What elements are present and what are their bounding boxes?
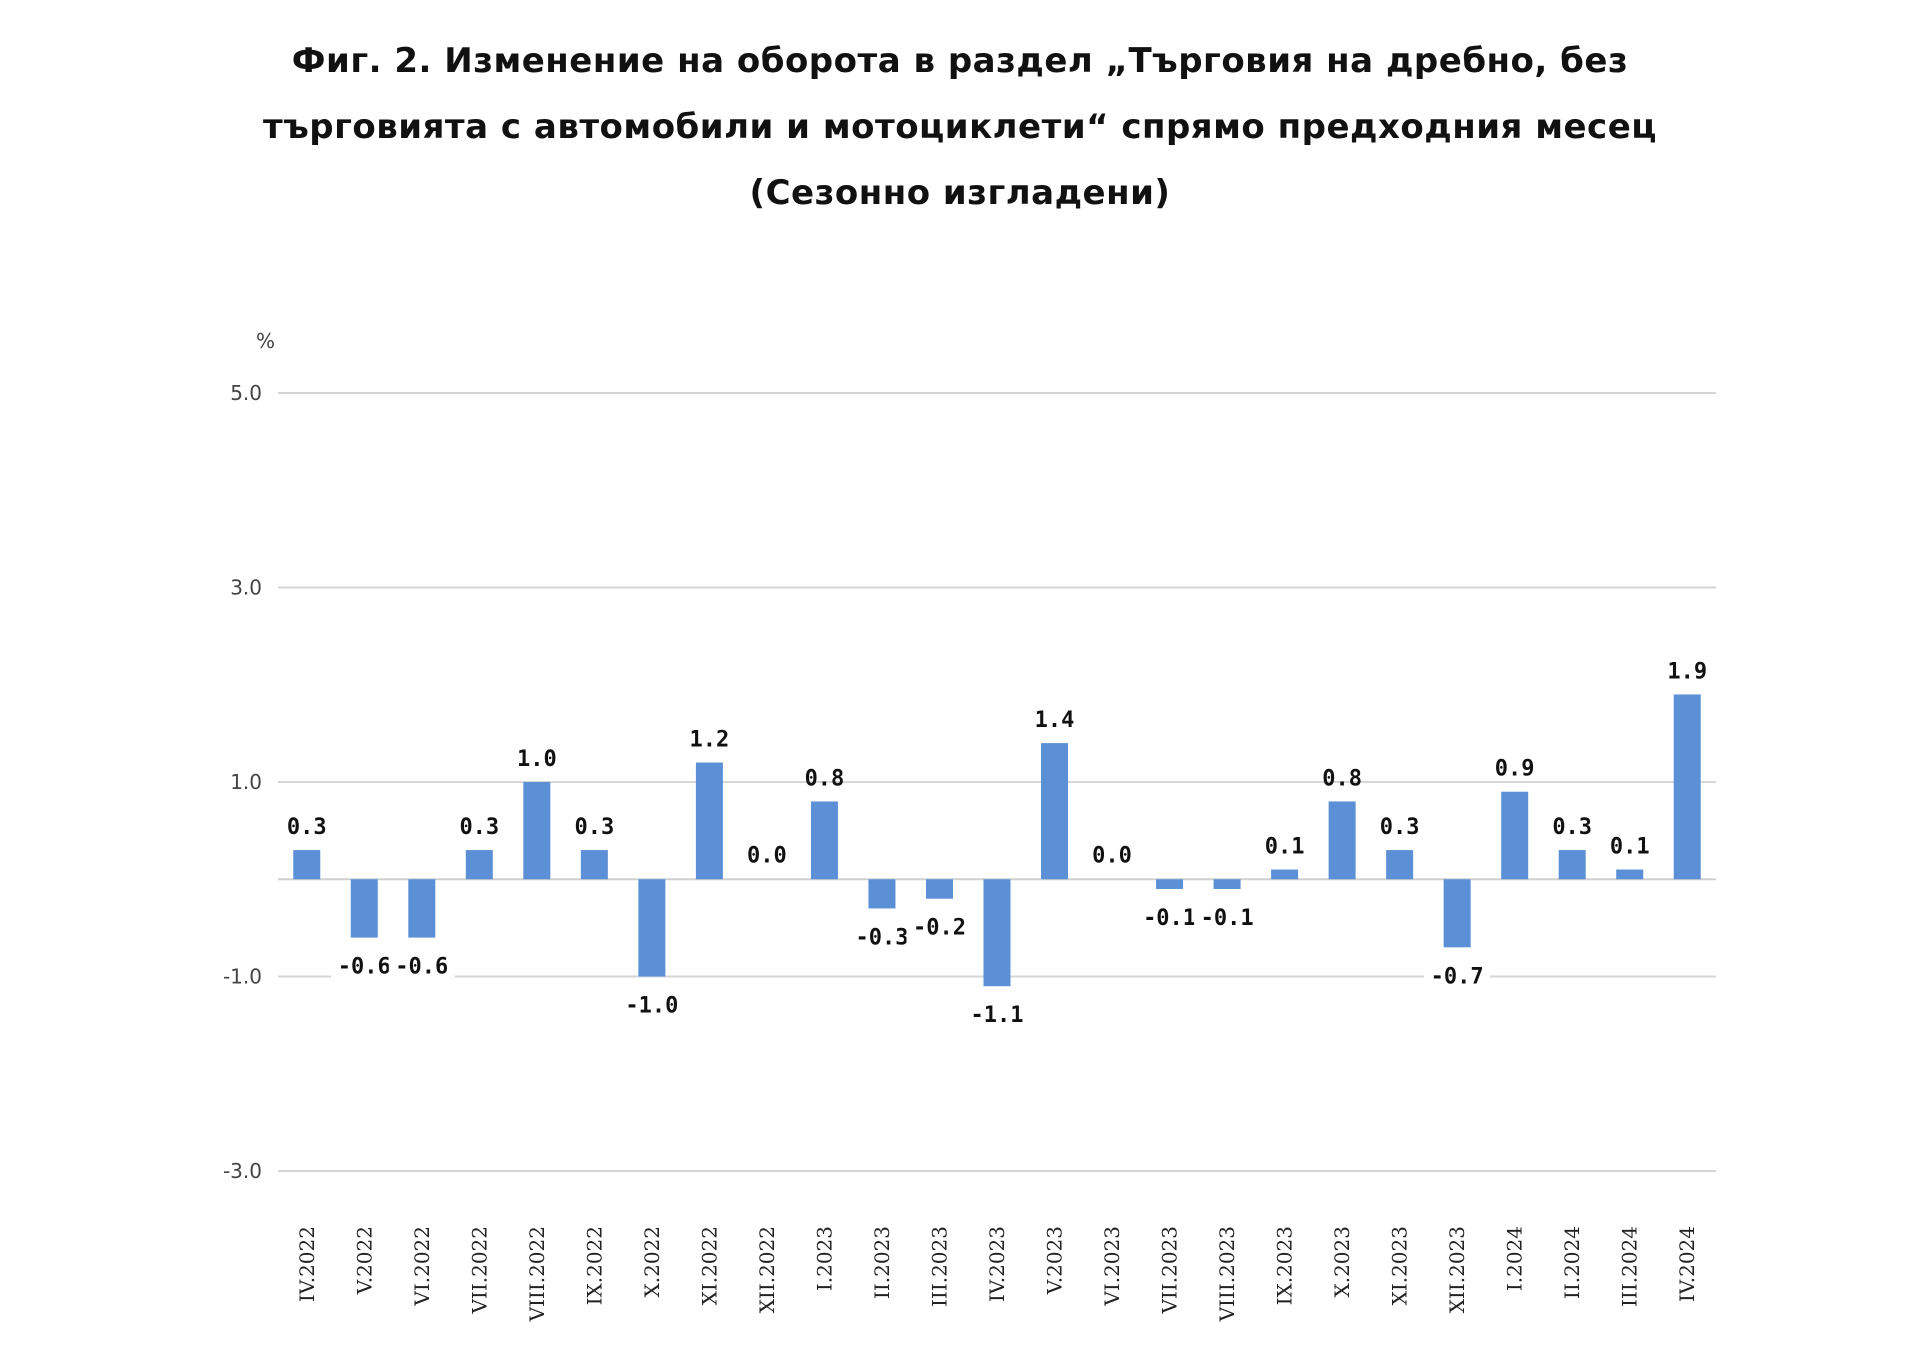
bar	[983, 879, 1011, 987]
bar	[638, 879, 666, 977]
bar	[1041, 743, 1069, 880]
x-tick-label: II.2024	[1560, 1226, 1584, 1299]
bar	[810, 801, 838, 880]
bar	[523, 782, 551, 880]
data-label: 1.0	[517, 747, 557, 772]
y-axis-unit-label: %	[256, 329, 275, 353]
x-tick-label: I.2023	[812, 1226, 836, 1291]
y-tick-label: -1.0	[223, 965, 262, 989]
x-tick-label: X.2022	[640, 1226, 664, 1298]
bar	[1271, 869, 1299, 880]
data-label: 0.9	[1495, 757, 1535, 782]
data-label: 0.1	[1265, 835, 1305, 860]
data-label-background	[964, 1000, 1030, 1031]
x-tick-label: III.2023	[927, 1226, 951, 1307]
data-label-background	[1136, 902, 1203, 933]
data-label-background	[906, 912, 973, 943]
bar	[293, 850, 321, 880]
data-label-background	[1194, 902, 1261, 933]
data-label: 0.8	[1322, 766, 1362, 791]
x-tick-label: VIII.2023	[1215, 1226, 1239, 1322]
data-label: -0.3	[855, 925, 908, 950]
y-tick-label: 1.0	[230, 770, 262, 794]
bar	[925, 879, 953, 899]
x-axis-category-labels: IV.2022 V.2022 VI.2022 VII.2022 VIII.2022 IX.…	[295, 1226, 1699, 1322]
x-tick-label: VI.2023	[1100, 1226, 1124, 1307]
x-tick-label: II.2023	[870, 1226, 894, 1299]
data-label-background	[618, 990, 685, 1021]
data-label: -0.7	[1431, 964, 1484, 989]
x-tick-label: X.2023	[1330, 1226, 1354, 1298]
data-label: 0.3	[1380, 815, 1420, 840]
data-label-background	[331, 951, 398, 982]
y-axis-ticks: 5.0 3.0 1.0 -1.0 -3.0	[223, 381, 262, 1183]
x-tick-label: IX.2022	[582, 1226, 606, 1305]
x-tick-label: IV.2024	[1675, 1226, 1699, 1302]
data-label: 0.3	[287, 815, 327, 840]
bar	[1328, 801, 1356, 880]
data-label: -1.1	[971, 1003, 1024, 1028]
data-label: -0.1	[1201, 906, 1254, 931]
x-tick-label: IX.2023	[1273, 1226, 1297, 1305]
data-label: 1.4	[1035, 708, 1075, 733]
bar	[1443, 879, 1471, 948]
x-tick-label: XII.2023	[1445, 1226, 1469, 1313]
bar	[1501, 791, 1529, 880]
bars	[293, 694, 1701, 987]
data-label: 0.3	[574, 815, 614, 840]
bar	[465, 850, 493, 880]
bar	[695, 762, 723, 880]
x-tick-label: I.2024	[1503, 1226, 1527, 1291]
data-label: 1.9	[1667, 659, 1707, 684]
y-tick-label: -3.0	[223, 1159, 262, 1183]
data-label: -0.6	[338, 955, 391, 980]
x-tick-label: XII.2022	[755, 1226, 779, 1313]
bar	[580, 850, 608, 880]
bar	[1558, 850, 1586, 880]
bar	[868, 879, 896, 909]
data-label-background	[388, 951, 455, 982]
x-tick-label: V.2023	[1043, 1226, 1067, 1295]
bar	[1616, 869, 1644, 880]
data-label: -0.1	[1143, 906, 1196, 931]
x-tick-label: IV.2023	[985, 1226, 1009, 1302]
bar	[408, 879, 436, 938]
y-tick-label: 5.0	[230, 381, 262, 405]
x-tick-label: VII.2022	[467, 1226, 491, 1315]
data-label: 0.0	[1092, 843, 1132, 868]
data-label: 0.8	[805, 766, 845, 791]
bar	[350, 879, 378, 938]
x-tick-label: XI.2023	[1388, 1226, 1412, 1305]
data-label: 0.3	[1552, 815, 1592, 840]
bar	[1156, 879, 1184, 889]
data-label: 0.1	[1610, 835, 1650, 860]
x-tick-label: VIII.2022	[525, 1226, 549, 1322]
chart-title-line-1: Фиг. 2. Изменение на оборота в раздел „Т…	[291, 41, 1629, 81]
bar	[1386, 850, 1414, 880]
x-tick-label: XI.2022	[697, 1226, 721, 1305]
x-tick-label: IV.2022	[295, 1226, 319, 1302]
x-tick-label: VII.2023	[1158, 1226, 1182, 1315]
data-label: -0.2	[913, 916, 966, 941]
bar	[1213, 879, 1241, 889]
data-label: -1.0	[625, 994, 678, 1019]
chart-title-line-3: (Сезонно изгладени)	[749, 173, 1171, 213]
chart-title-line-2: търговията с автомобили и мотоциклети“ с…	[263, 107, 1657, 147]
data-label-background	[1424, 961, 1491, 992]
x-tick-label: III.2024	[1618, 1226, 1642, 1307]
data-label: 1.2	[690, 728, 730, 753]
data-labels: 0.3-0.6 -0.60.31.00.3-1.01.20.00.8-0.3 -0.…	[287, 659, 1707, 1031]
gridlines	[278, 392, 1716, 1172]
x-tick-label: VI.2022	[410, 1226, 434, 1307]
data-label: 0.3	[459, 815, 499, 840]
y-tick-label: 3.0	[230, 576, 262, 600]
data-label-background	[848, 922, 915, 953]
bar	[1673, 694, 1701, 880]
chart-title: Фиг. 2. Изменение на оборота в раздел „Т…	[0, 28, 1920, 226]
data-label: -0.6	[395, 955, 448, 980]
data-label: 0.0	[747, 843, 787, 868]
x-tick-label: V.2022	[352, 1226, 376, 1295]
